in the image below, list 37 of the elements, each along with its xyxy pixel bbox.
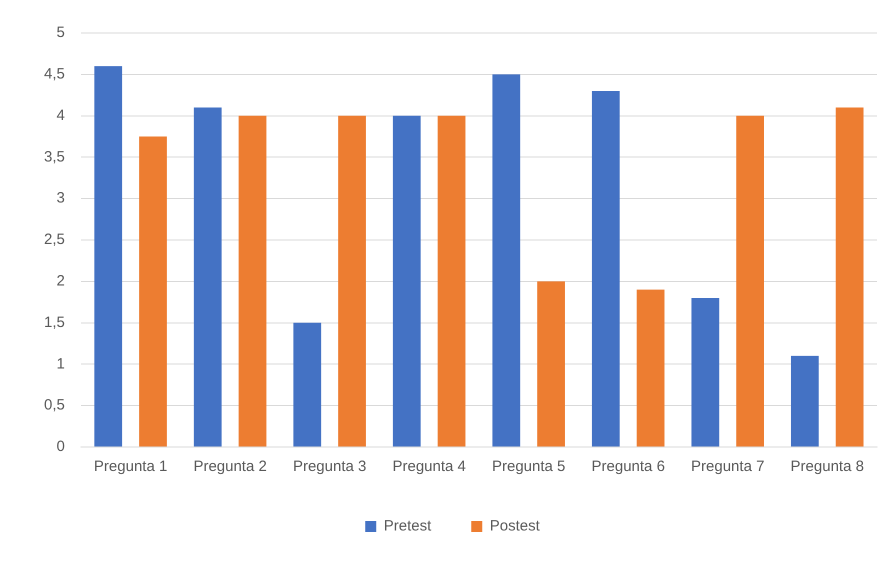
- bar: [238, 116, 266, 446]
- y-tick-label: 0: [56, 438, 65, 456]
- bar: [836, 108, 864, 446]
- x-tick-label: Pregunta 6: [592, 458, 665, 476]
- y-tick-label: 0,5: [44, 396, 65, 414]
- bar: [636, 290, 664, 446]
- bar: [139, 136, 167, 446]
- y-tick-label: 3: [56, 190, 65, 207]
- bar: [293, 322, 322, 446]
- y-tick-label: 1: [56, 355, 65, 372]
- y-tick-label: 1,5: [44, 314, 65, 331]
- bar: [194, 108, 222, 446]
- x-tick-label: Pregunta 4: [392, 458, 466, 476]
- y-tick-label: 2,5: [44, 231, 65, 248]
- bar: [392, 116, 421, 446]
- y-tick-label: 5: [56, 24, 65, 42]
- bar: [438, 116, 466, 446]
- bar: [537, 281, 565, 446]
- y-tick-label: 2: [56, 272, 65, 290]
- legend-label: Postest: [490, 518, 541, 535]
- y-tick-label: 3,5: [44, 148, 65, 166]
- x-tick-label: Pregunta 7: [691, 458, 764, 476]
- bar: [790, 356, 819, 446]
- bar: [492, 74, 520, 446]
- bar: [736, 116, 764, 446]
- bar: [94, 66, 122, 446]
- x-tick-label: Pregunta 5: [492, 458, 566, 476]
- y-tick-label: 4: [56, 106, 65, 124]
- x-tick-label: Pregunta 8: [790, 458, 864, 476]
- x-tick-label: Pregunta 3: [292, 458, 366, 476]
- legend-label: Pretest: [384, 518, 432, 535]
- x-tick-label: Pregunta 1: [94, 458, 168, 476]
- bar: [592, 90, 620, 446]
- bar: [691, 298, 720, 446]
- bar: [338, 116, 366, 446]
- x-tick-label: Pregunta 2: [193, 458, 267, 476]
- y-tick-label: 4,5: [44, 66, 65, 83]
